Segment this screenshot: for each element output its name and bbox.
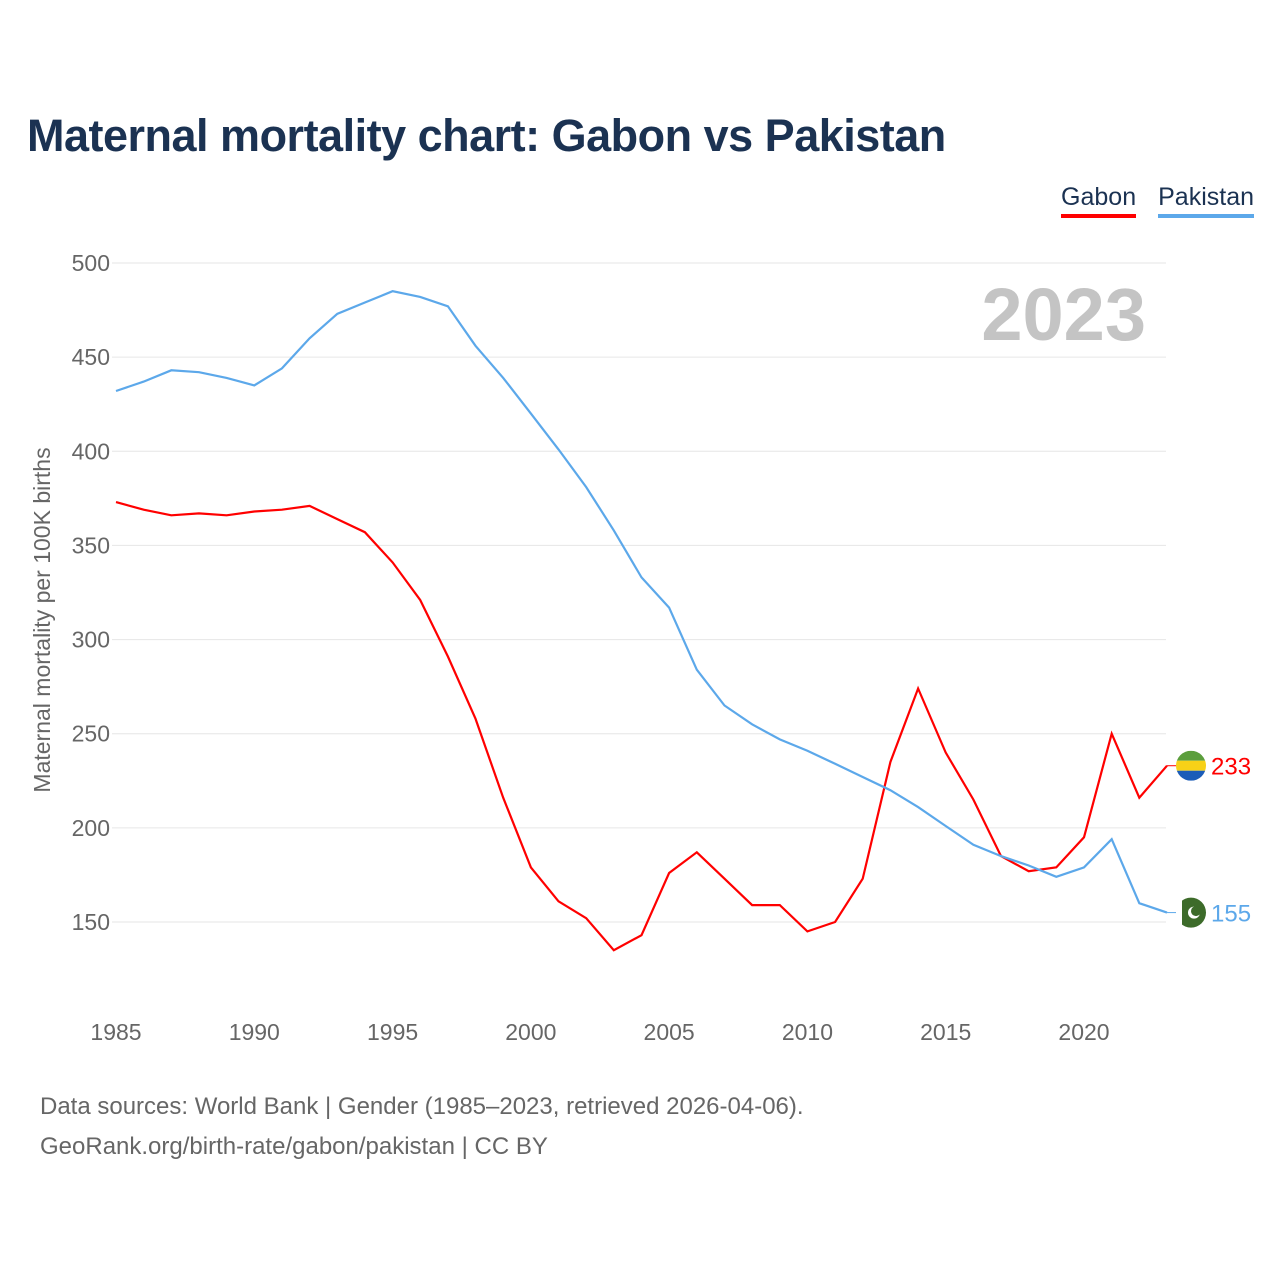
y-tick-label: 200 <box>72 815 110 841</box>
flag-white-band <box>1176 897 1182 928</box>
year-label: 2023 <box>981 273 1146 356</box>
gabon-flag-icon <box>1176 750 1206 781</box>
x-tick-label: 2010 <box>782 1019 833 1045</box>
x-tick-label: 2020 <box>1058 1019 1109 1045</box>
footer: Data sources: World Bank | Gender (1985–… <box>40 1087 804 1167</box>
source-text: Data sources: World Bank | Gender (1985–… <box>40 1093 804 1120</box>
y-tick-label: 150 <box>72 909 110 935</box>
end-value-label: 155 <box>1211 901 1251 928</box>
x-tick-label: 1995 <box>367 1019 418 1045</box>
x-tick-label: 1990 <box>229 1019 280 1045</box>
x-tick-label: 1985 <box>90 1019 141 1045</box>
x-tick-label: 2005 <box>644 1019 695 1045</box>
y-axis-label: Maternal mortality per 100K births <box>29 447 55 792</box>
series-line-gabon <box>115 501 1168 952</box>
y-tick-label: 400 <box>72 438 110 464</box>
attribution-text: GeoRank.org/birth-rate/gabon/pakistan | … <box>40 1133 548 1160</box>
x-tick-label: 2015 <box>920 1019 971 1045</box>
chart-title: Maternal mortality chart: Gabon vs Pakis… <box>27 110 946 161</box>
y-tick-label: 450 <box>72 344 110 370</box>
crescent-cut <box>1191 906 1201 917</box>
y-tick-label: 300 <box>72 627 110 653</box>
legend: Gabon Pakistan <box>1061 183 1254 218</box>
y-tick-label: 250 <box>72 721 110 747</box>
legend-gabon[interactable]: Gabon <box>1061 183 1137 218</box>
y-tick-label: 500 <box>72 250 110 276</box>
x-tick-label: 2000 <box>505 1019 556 1045</box>
series-line-pakistan <box>115 290 1168 914</box>
legend-pakistan[interactable]: Pakistan <box>1158 183 1254 218</box>
end-value-label: 233 <box>1211 754 1251 781</box>
flag-stripe <box>1176 750 1206 761</box>
flag-stripe <box>1176 770 1206 781</box>
y-tick-label: 350 <box>72 532 110 558</box>
flag-stripe <box>1176 760 1206 771</box>
